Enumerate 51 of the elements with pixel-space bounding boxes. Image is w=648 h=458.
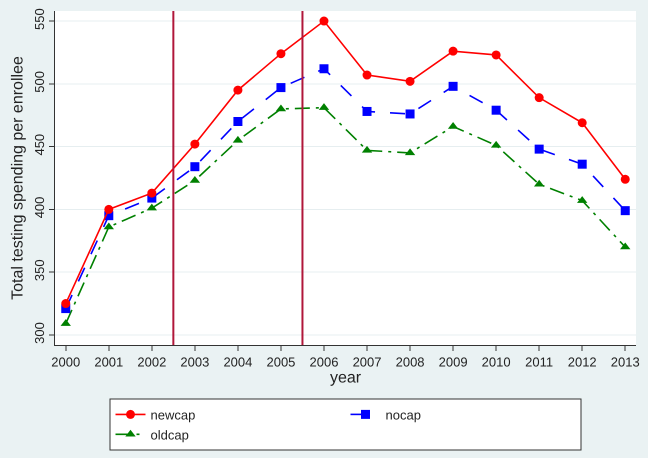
point: [61, 299, 70, 308]
point: [620, 206, 630, 216]
x-tick-label: 2004: [223, 354, 252, 370]
point: [448, 82, 458, 91]
point: [147, 188, 156, 198]
x-tick-label: 2013: [610, 354, 640, 370]
x-tick-label: 2000: [51, 354, 80, 370]
point: [578, 118, 587, 128]
x-tick-label: 2009: [438, 354, 468, 370]
legend-label: nocap: [386, 407, 421, 422]
point: [406, 109, 415, 118]
point: [578, 160, 587, 169]
y-tick-label: 300: [32, 322, 47, 344]
point: [319, 64, 328, 74]
y-tick-label: 450: [32, 134, 47, 156]
point: [276, 49, 286, 58]
x-tick-label: 2005: [266, 354, 296, 370]
point: [492, 106, 501, 115]
point: [362, 106, 372, 116]
point: [276, 83, 286, 92]
x-tick-label: 2002: [137, 354, 166, 370]
x-axis-title: year: [330, 370, 362, 387]
x-tick-label: 2011: [525, 354, 554, 370]
x-tick-label: 2001: [94, 354, 124, 370]
point: [104, 204, 114, 214]
x-tick-label: 2012: [568, 354, 597, 370]
point: [319, 16, 328, 26]
point: [492, 50, 501, 60]
point: [104, 222, 114, 230]
point: [233, 117, 242, 126]
point: [534, 144, 544, 154]
y-tick-label: 350: [32, 259, 47, 282]
x-tick-label: 2003: [180, 354, 210, 370]
x-tick-label: 2010: [482, 354, 511, 370]
point: [406, 76, 415, 86]
point: [620, 174, 630, 184]
x-tick-label: 2008: [396, 354, 425, 370]
x-tick-label: 2007: [352, 354, 382, 370]
y-tick-label: 550: [32, 8, 47, 30]
point: [534, 93, 544, 102]
y-axis-title: Total testing spending per enrollee: [10, 56, 27, 300]
y-tick-label: 500: [32, 71, 47, 93]
point: [448, 46, 458, 56]
point: [190, 162, 200, 172]
x-tick-label: 2006: [310, 354, 338, 370]
point: [233, 86, 242, 95]
legend-label: newcap: [150, 407, 196, 422]
y-tick-label: 400: [32, 196, 47, 218]
legend-label: oldcap: [150, 427, 189, 442]
point: [362, 70, 372, 80]
point: [190, 140, 200, 149]
